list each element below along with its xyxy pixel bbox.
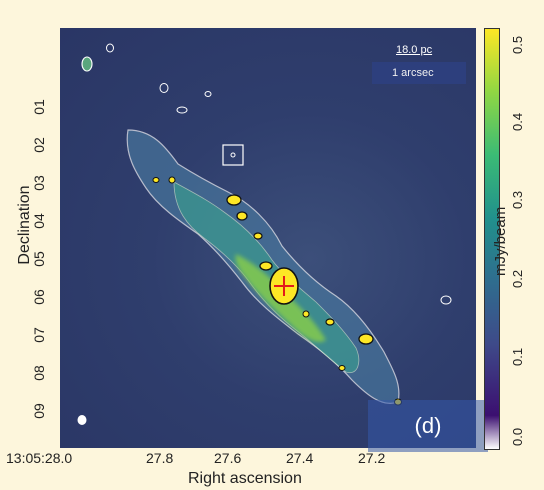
colorbar-tick: 0.0 [510, 427, 525, 446]
clump [338, 365, 346, 371]
clump [259, 261, 273, 271]
nucleus-marker [274, 276, 294, 296]
radio-map-svg [77, 43, 452, 425]
scale-bar-box [372, 62, 466, 84]
clump [253, 232, 263, 240]
clump [302, 310, 310, 318]
scale-bar-angle: 1 arcsec [392, 67, 434, 79]
y-tick-label: 06 [30, 289, 47, 305]
clump [226, 194, 242, 206]
colorbar-label: mJy/beam [492, 206, 509, 276]
colorbar-tick: 0.3 [510, 190, 525, 209]
colorbar-tick: 0.4 [510, 112, 525, 131]
clump [152, 177, 160, 183]
colorbar-tick: 0.1 [510, 347, 525, 366]
y-tick-label: 08 [30, 365, 47, 381]
y-axis-title: Declination [16, 185, 33, 265]
compact-source [176, 106, 188, 114]
colorbar-tick: 0.2 [510, 269, 525, 288]
x-tick-label: 27.8 [146, 450, 174, 466]
compact-source [159, 83, 169, 93]
compact-source [81, 56, 93, 72]
beam-ellipse [77, 415, 87, 425]
x-tick-label: 13:05:28.0 [6, 450, 73, 466]
colorbar-tick: 0.5 [510, 35, 525, 54]
x-axis-title: Right ascension [188, 470, 302, 487]
colorbar [484, 28, 500, 450]
clump [358, 333, 374, 345]
compact-source [204, 91, 212, 97]
y-tick-label: 09 [30, 403, 47, 419]
highlight-box [222, 144, 244, 166]
panel-label: (d) [368, 400, 488, 452]
compact-source [440, 295, 452, 305]
y-tick-label: 02 [30, 137, 47, 153]
x-tick-label: 27.4 [286, 450, 314, 466]
compact-source [106, 43, 114, 53]
y-tick-label: 07 [30, 327, 47, 343]
y-tick-label: 01 [30, 99, 47, 115]
highlight-dot [230, 152, 236, 158]
clump [236, 211, 248, 221]
x-tick-label: 27.6 [214, 450, 242, 466]
clump [168, 176, 176, 184]
x-tick-label: 27.2 [358, 450, 386, 466]
scale-bar-length: 18.0 pc [396, 44, 433, 56]
clump [325, 318, 335, 326]
